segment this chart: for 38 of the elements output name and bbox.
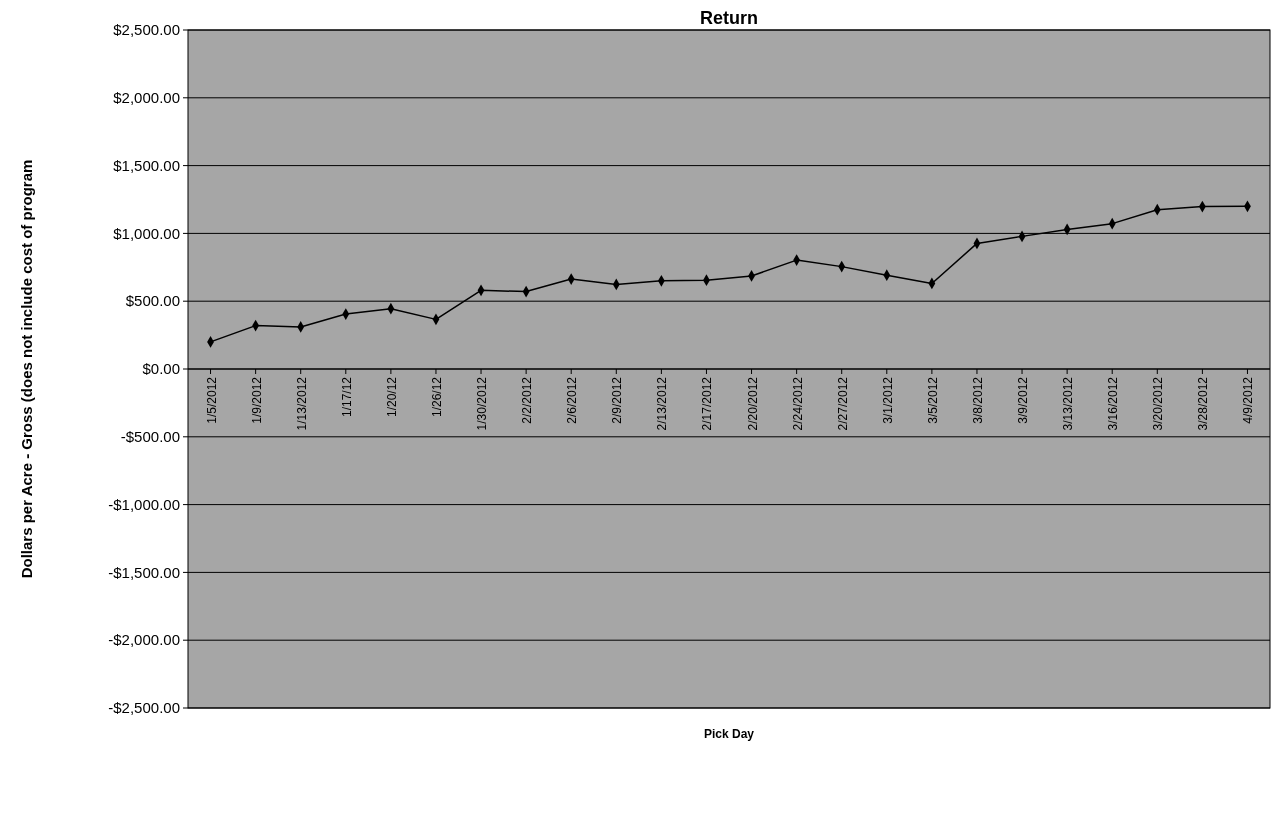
x-tick-label: 1/17/12 (339, 376, 354, 418)
x-axis-title: Pick Day (703, 727, 755, 741)
x-tick-label: 3/1/2012 (880, 376, 895, 424)
x-tick-label: 3/13/2012 (1061, 376, 1076, 431)
x-tick-label: 2/20/2012 (745, 376, 760, 431)
x-tick-label: 1/26/12 (429, 376, 444, 418)
x-tick-label: 3/5/2012 (925, 376, 940, 424)
x-tick-label: 2/27/2012 (835, 376, 850, 431)
x-tick-label: 2/9/2012 (610, 376, 625, 424)
y-axis-title: Dollars per Acre - Gross (does not include cost of program (18, 159, 35, 579)
x-tick-label: 2/24/2012 (790, 376, 805, 431)
x-tick-label: 2/17/2012 (700, 376, 715, 431)
chart-title: Return (700, 8, 758, 28)
x-tick-label: 3/8/2012 (970, 376, 985, 424)
y-tick-label: $0.00 (142, 360, 180, 378)
y-tick-label: -$1,500.00 (108, 563, 180, 581)
y-tick-label: $2,500.00 (113, 21, 180, 39)
y-tick-label: -$2,500.00 (108, 699, 180, 717)
x-tick-label: 3/20/2012 (1151, 376, 1166, 431)
x-tick-label: 3/9/2012 (1016, 376, 1031, 424)
x-tick-label: 3/28/2012 (1196, 376, 1211, 431)
x-tick-label: 2/6/2012 (565, 376, 580, 424)
x-tick-label: 1/9/2012 (249, 376, 264, 424)
y-tick-label: $500.00 (125, 292, 180, 310)
x-tick-label: 1/13/2012 (294, 376, 309, 431)
y-tick-label: $2,000.00 (113, 89, 180, 107)
y-tick-label: $1,500.00 (113, 156, 180, 174)
x-tick-label: 4/9/2012 (1241, 376, 1256, 424)
y-tick-label: -$2,000.00 (108, 631, 180, 649)
x-tick-label: 3/16/2012 (1106, 376, 1121, 431)
y-tick-label: $1,000.00 (113, 224, 180, 242)
y-tick-label: -$500.00 (120, 428, 180, 446)
x-tick-label: 2/13/2012 (655, 376, 670, 431)
x-tick-label: 1/5/2012 (204, 376, 219, 424)
x-tick-label: 1/30/2012 (475, 376, 490, 431)
y-tick-label: -$1,000.00 (108, 495, 180, 513)
x-tick-label: 2/2/2012 (520, 376, 535, 424)
x-tick-label: 1/20/12 (384, 376, 399, 418)
